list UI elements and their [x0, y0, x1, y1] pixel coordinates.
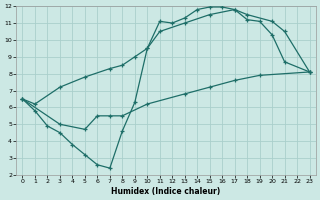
X-axis label: Humidex (Indice chaleur): Humidex (Indice chaleur) — [111, 187, 221, 196]
